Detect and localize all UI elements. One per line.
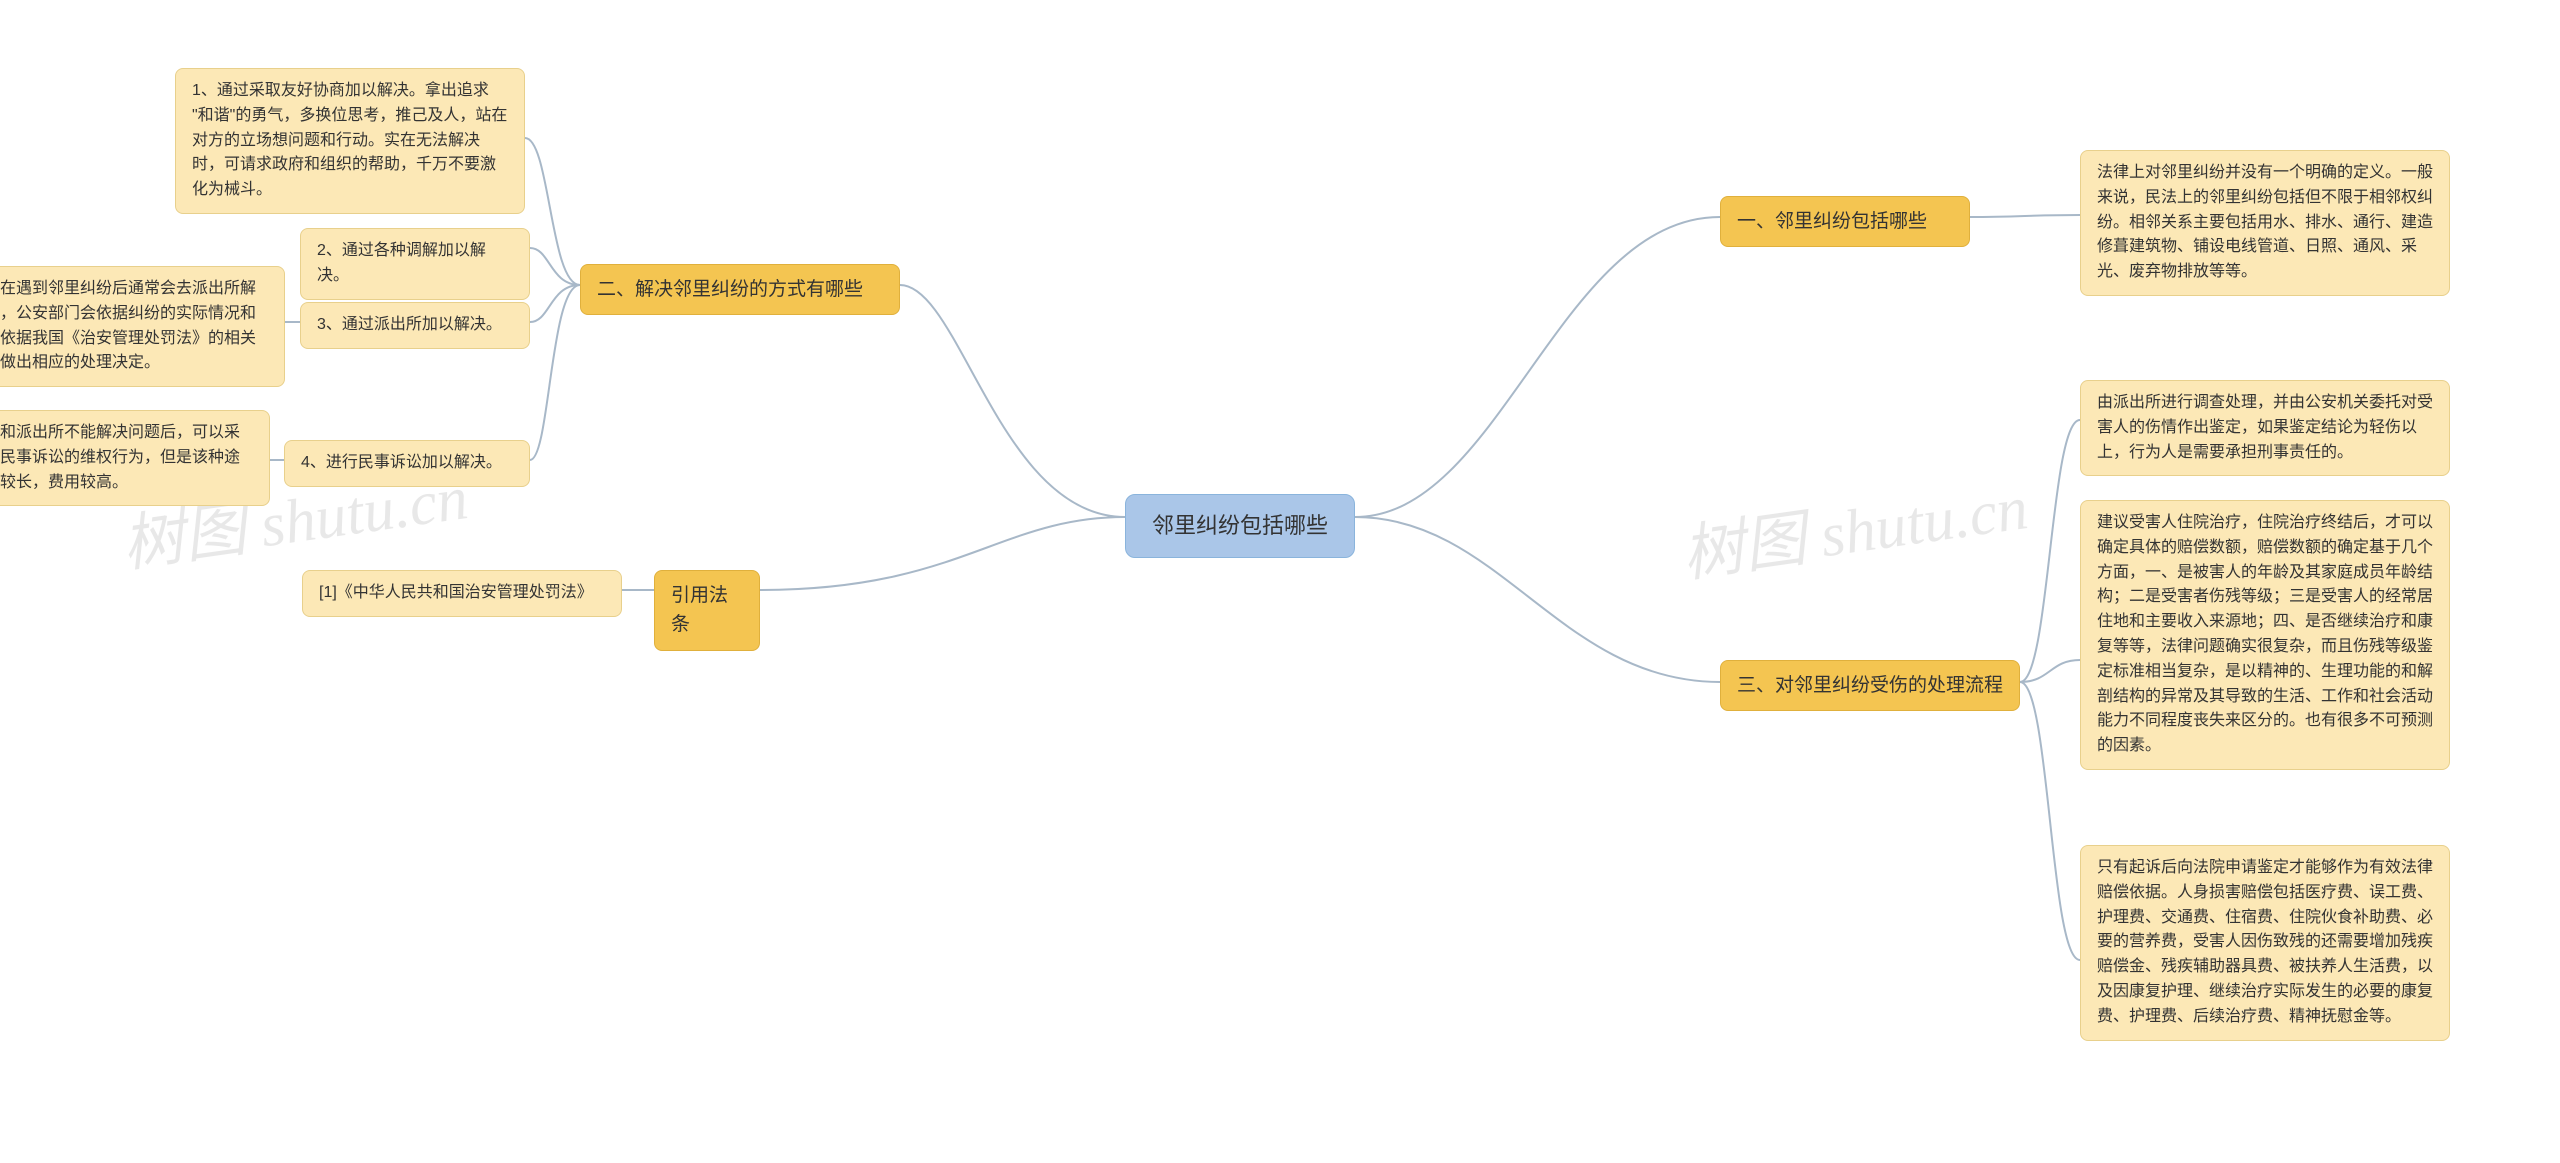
branch-1: 一、邻里纠纷包括哪些 <box>1720 196 1970 247</box>
branch-3: 三、对邻里纠纷受伤的处理流程 <box>1720 660 2020 711</box>
branch-1-child-0: 法律上对邻里纠纷并没有一个明确的定义。一般来说，民法上的邻里纠纷包括但不限于相邻… <box>2080 150 2450 296</box>
branch-2-child-3-0: 调解员和派出所不能解决问题后，可以采取进行民事诉讼的维权行为，但是该种途径耗时较… <box>0 410 270 506</box>
branch-3-child-0: 由派出所进行调查处理，并由公安机关委托对受害人的伤情作出鉴定，如果鉴定结论为轻伤… <box>2080 380 2450 476</box>
watermark: 树图 shutu.cn <box>1675 456 2032 594</box>
mindmap-center: 邻里纠纷包括哪些 <box>1125 494 1355 558</box>
branch-2: 二、解决邻里纠纷的方式有哪些 <box>580 264 900 315</box>
branch-law-child-0: [1]《中华人民共和国治安管理处罚法》 <box>302 570 622 617</box>
branch-2-child-1: 2、通过各种调解加以解决。 <box>300 228 530 300</box>
branch-2-child-3: 4、进行民事诉讼加以解决。 <box>284 440 530 487</box>
branch-3-child-1: 建议受害人住院治疗，住院治疗终结后，才可以确定具体的赔偿数额，赔偿数额的确定基于… <box>2080 500 2450 770</box>
branch-2-child-2-0: 很多人在遇到邻里纠纷后通常会去派出所解决问题，公安部门会依据纠纷的实际情况和性质… <box>0 266 285 387</box>
branch-2-child-0: 1、通过采取友好协商加以解决。拿出追求 "和谐"的勇气，多换位思考，推己及人，站… <box>175 68 525 214</box>
branch-3-child-2: 只有起诉后向法院申请鉴定才能够作为有效法律赔偿依据。人身损害赔偿包括医疗费、误工… <box>2080 845 2450 1041</box>
branch-law: 引用法条 <box>654 570 760 651</box>
branch-2-child-2: 3、通过派出所加以解决。 <box>300 302 530 349</box>
